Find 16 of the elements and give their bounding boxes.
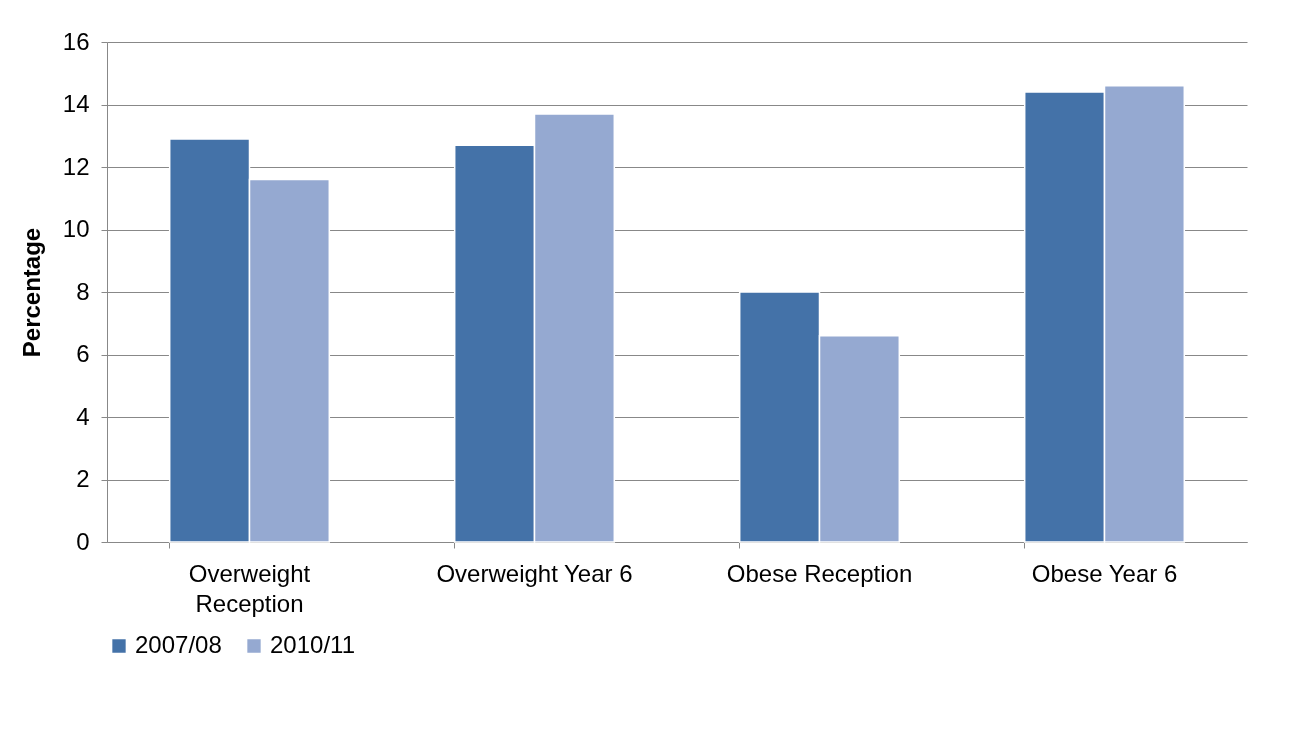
legend-label: 2007/08 [135, 631, 222, 658]
x-tick-label: Overweight Reception [188, 559, 311, 617]
x-tick-label: Obese Year 6 [1031, 559, 1178, 587]
y-tick-label: 2 [76, 465, 90, 492]
x-tick-label: Obese Reception [726, 559, 913, 587]
y-axis-title: Percentage [17, 227, 45, 358]
y-tick-label: 0 [76, 527, 90, 555]
y-tick-label: 16 [62, 27, 90, 55]
y-tick-label: 12 [62, 152, 90, 180]
x-tick-label: Overweight Year 6 [436, 559, 633, 587]
y-tick-label: 4 [76, 402, 90, 430]
y-tick-label: 6 [76, 340, 90, 367]
legend-label: 2010/11 [270, 631, 355, 658]
y-tick-label: 14 [62, 90, 90, 117]
y-tick-label: 10 [62, 215, 90, 242]
y-tick-label: 8 [76, 277, 90, 305]
